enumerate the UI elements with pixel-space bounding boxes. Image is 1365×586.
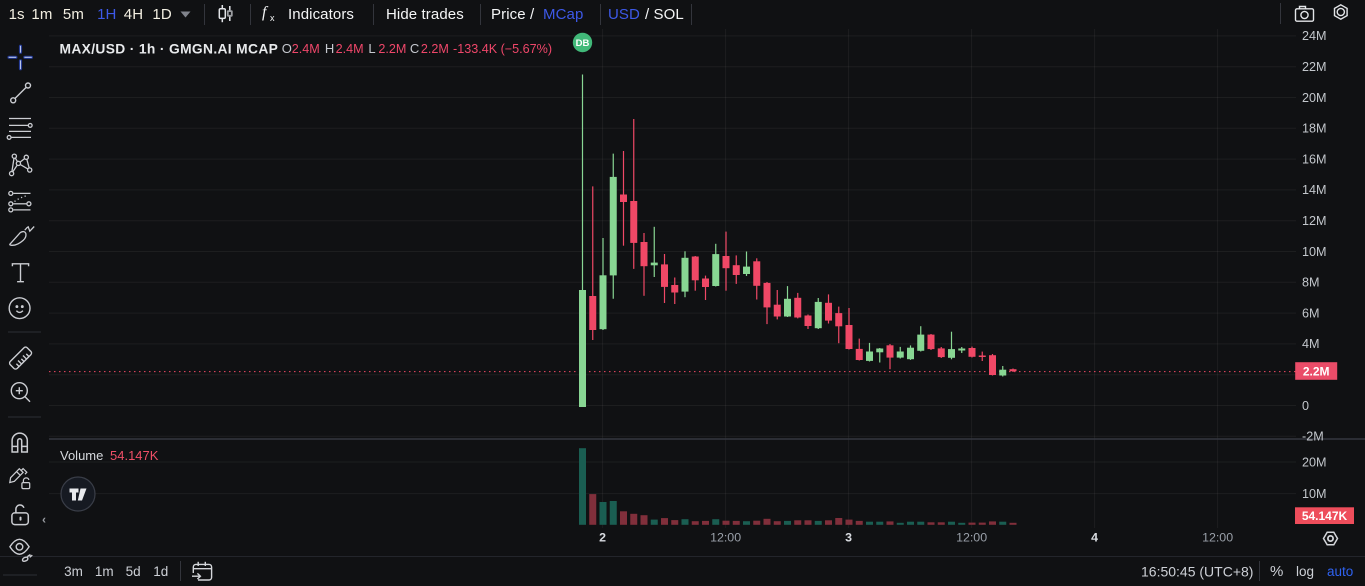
- svg-text:2.2M: 2.2M: [421, 42, 449, 56]
- svg-text:54.147K: 54.147K: [110, 448, 159, 463]
- svg-text:20M: 20M: [1302, 455, 1327, 469]
- svg-text:H: H: [325, 41, 334, 56]
- svg-text:2.4M: 2.4M: [336, 42, 364, 56]
- svg-text:-2M: -2M: [1302, 430, 1324, 444]
- svg-text:Volume: Volume: [60, 448, 103, 463]
- svg-text:6M: 6M: [1302, 306, 1320, 320]
- svg-text:18M: 18M: [1302, 122, 1327, 136]
- svg-text:2.2M: 2.2M: [1303, 365, 1330, 379]
- svg-text:C: C: [410, 41, 419, 56]
- svg-text:DB: DB: [576, 38, 590, 49]
- svg-text:4M: 4M: [1302, 337, 1320, 351]
- svg-text:54.147K: 54.147K: [1302, 509, 1348, 523]
- svg-text:16M: 16M: [1302, 152, 1327, 166]
- svg-text:-133.4K (−5.67%): -133.4K (−5.67%): [453, 42, 552, 56]
- svg-text:4: 4: [1091, 531, 1098, 545]
- svg-text:L: L: [368, 41, 375, 56]
- svg-text:24M: 24M: [1302, 29, 1327, 43]
- svg-text:12M: 12M: [1302, 214, 1327, 228]
- svg-text:12:00: 12:00: [710, 531, 741, 545]
- svg-text:2: 2: [599, 531, 606, 545]
- svg-text:10M: 10M: [1302, 245, 1327, 259]
- svg-text:‹: ‹: [42, 513, 46, 527]
- svg-text:MAX/USD · 1h · GMGN.AI MCAP: MAX/USD · 1h · GMGN.AI MCAP: [60, 42, 279, 57]
- svg-text:10M: 10M: [1302, 487, 1327, 501]
- svg-text:14M: 14M: [1302, 183, 1327, 197]
- svg-text:22M: 22M: [1302, 60, 1327, 74]
- svg-text:12:00: 12:00: [1202, 531, 1233, 545]
- svg-text:20M: 20M: [1302, 91, 1327, 105]
- svg-text:12:00: 12:00: [956, 531, 987, 545]
- svg-text:3: 3: [845, 531, 852, 545]
- svg-text:2.4M: 2.4M: [292, 42, 320, 56]
- svg-text:O: O: [282, 41, 292, 56]
- svg-text:0: 0: [1302, 399, 1309, 413]
- svg-text:8M: 8M: [1302, 276, 1320, 290]
- svg-text:2.2M: 2.2M: [378, 42, 406, 56]
